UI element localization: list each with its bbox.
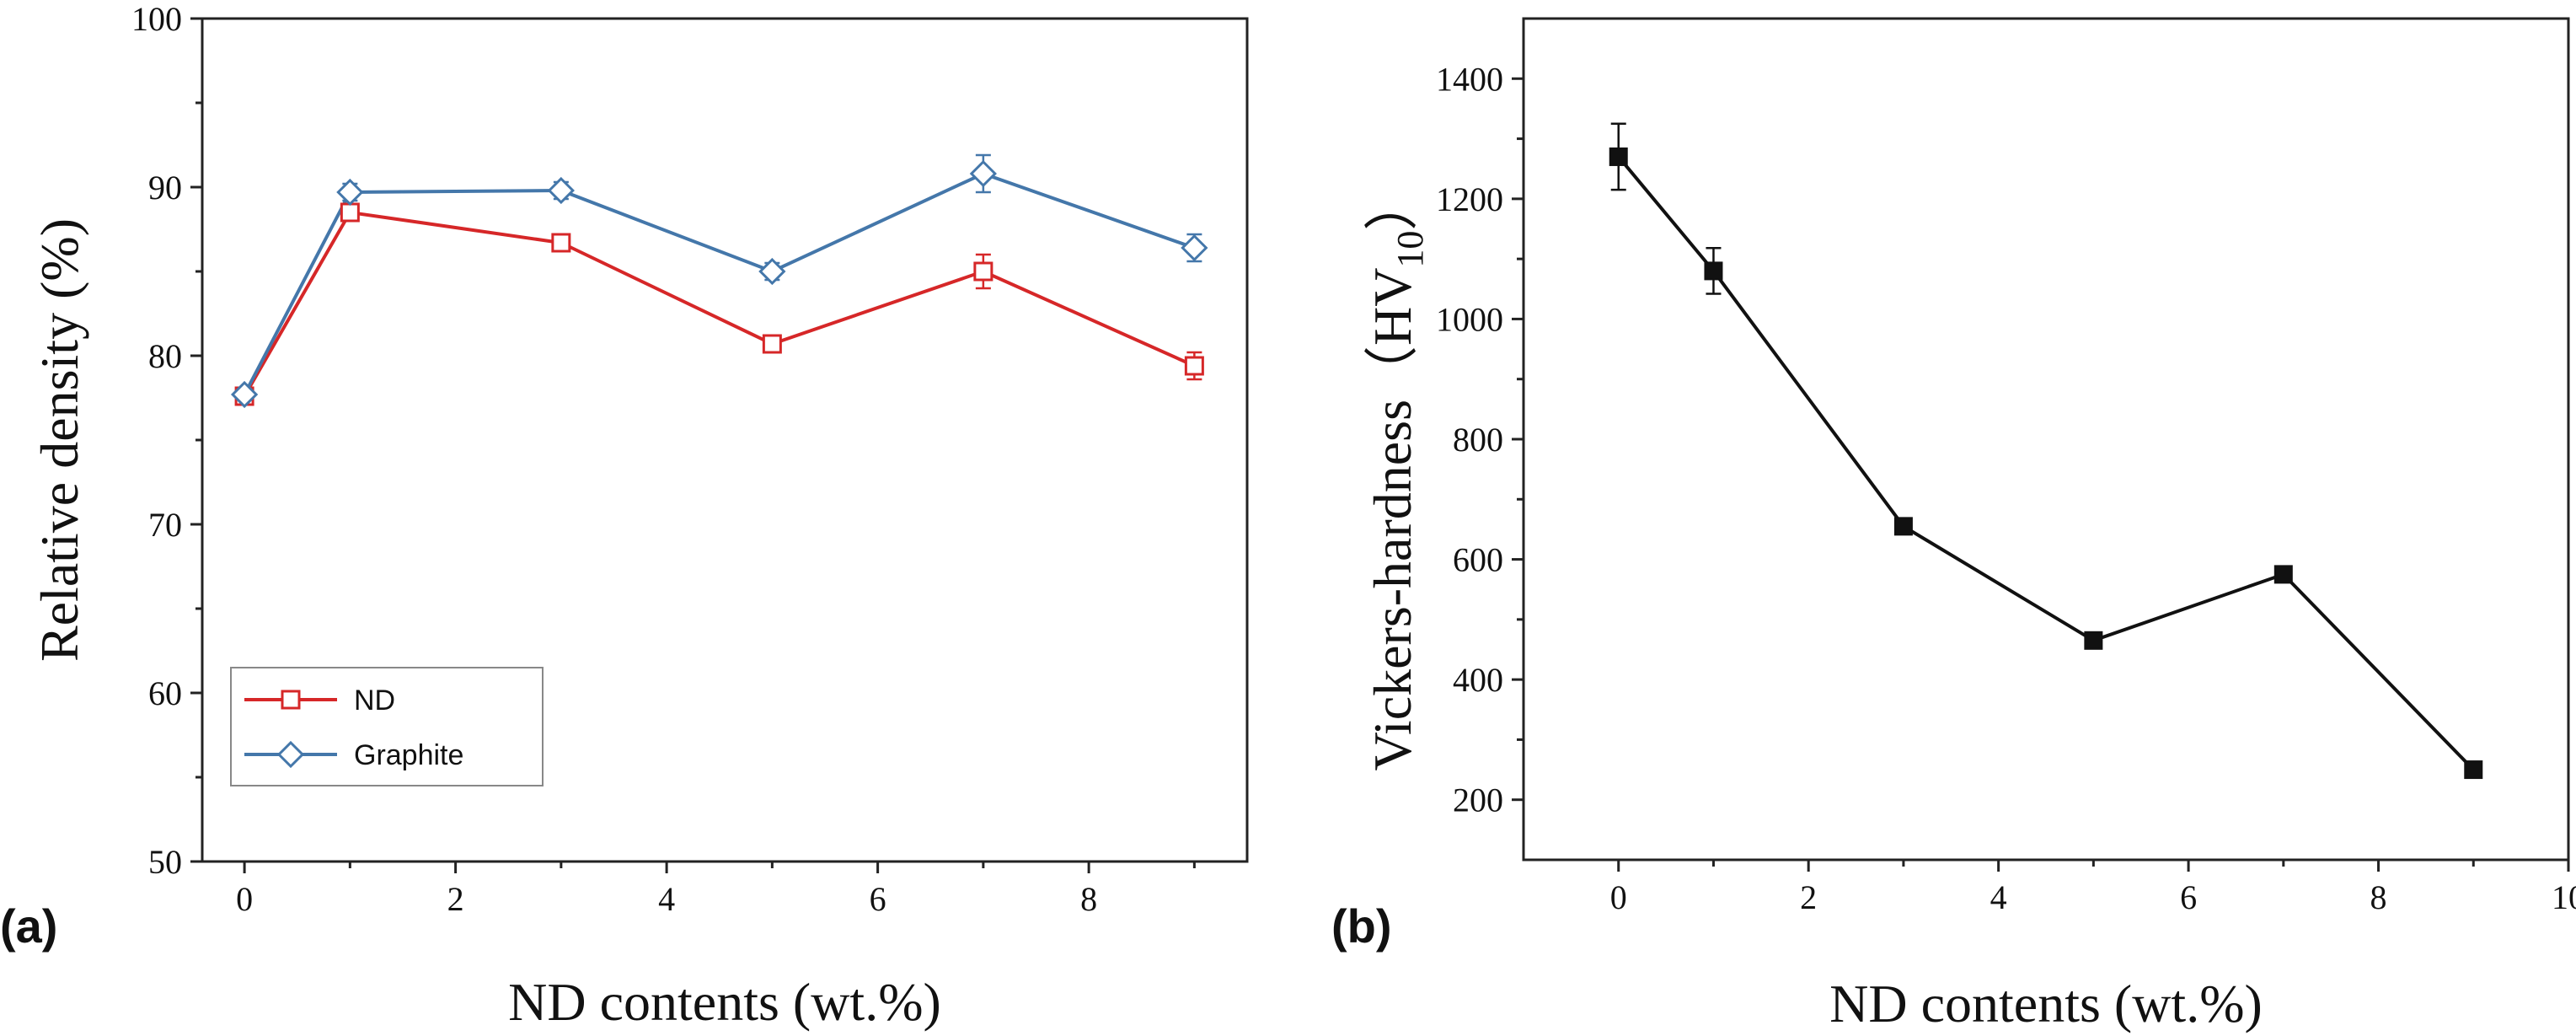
legend-label-nd: ND <box>354 684 395 717</box>
y-tick-label: 200 <box>1453 781 1503 819</box>
x-tick-label: 0 <box>1610 878 1627 916</box>
plot-frame-b <box>1522 17 2570 862</box>
legend-box <box>230 667 544 786</box>
y-tick-label: 90 <box>148 169 182 207</box>
data-point-vickers-hardness <box>2084 631 2103 650</box>
data-point-graphite <box>547 176 575 205</box>
y-tick-label: 80 <box>148 337 182 375</box>
x-axis-title-b: ND contents (wt.%) <box>1829 974 2263 1033</box>
x-tick-label: 2 <box>447 880 464 918</box>
y-tick-label: 400 <box>1453 661 1503 699</box>
y-axis-title-b: Vickers-hardness（HV10） <box>1363 177 1431 771</box>
data-point-graphite <box>230 380 259 409</box>
errorbars-b <box>1610 122 2482 776</box>
y-tick-label: 100 <box>131 0 182 38</box>
x-tick-label: 4 <box>658 880 675 918</box>
x-tick-label: 4 <box>1990 878 2007 916</box>
y-axis-title-b-sub: 10 <box>1390 231 1431 268</box>
data-point-nd <box>340 202 360 223</box>
x-tick-label: 6 <box>870 880 886 918</box>
series-line-vickers-hardness <box>1617 155 2475 771</box>
panel-a: 0 2 4 6 8 50 60 70 80 90 100 ND Graphite ND conten… <box>0 0 1249 1032</box>
markers-b <box>1609 147 2483 780</box>
x-tick-label: 8 <box>1080 880 1097 918</box>
y-tick-label: 600 <box>1453 541 1503 579</box>
y-axis-title-b-main: Vickers-hardness（HV <box>1363 268 1422 771</box>
y-tick-label: 800 <box>1453 421 1503 459</box>
y-axis-title-b-close: ） <box>1363 177 1422 231</box>
ticks-a: 0 2 4 6 8 50 60 70 80 90 100 <box>131 0 1196 918</box>
data-point-nd <box>1184 356 1204 376</box>
legend-label-graphite: Graphite <box>354 739 463 771</box>
data-point-graphite <box>1181 234 1208 262</box>
data-point-nd <box>762 334 782 354</box>
x-axis-title-a: ND contents (wt.%) <box>508 972 941 1032</box>
y-axis-title-a: Relative density (%) <box>29 218 89 662</box>
series-lines-b <box>1617 155 2475 771</box>
x-tick-label: 0 <box>236 880 253 918</box>
legend-a: ND Graphite <box>230 667 544 786</box>
legend-marker-graphite <box>276 740 305 769</box>
data-point-graphite <box>758 257 786 286</box>
x-tick-label: 10 <box>2552 878 2576 916</box>
data-point-nd <box>973 261 993 282</box>
x-tick-label: 6 <box>2180 878 2197 916</box>
panel-label-b: (b) <box>1331 899 1392 953</box>
y-tick-label: 70 <box>148 506 182 544</box>
data-point-vickers-hardness <box>2273 565 2293 584</box>
x-tick-label: 2 <box>1800 878 1817 916</box>
data-point-vickers-hardness <box>2464 760 2483 780</box>
y-tick-label: 50 <box>148 843 182 881</box>
ticks-b: 0 2 4 6 8 10 200 400 600 800 1000 1200 1400 <box>1436 60 2576 916</box>
data-point-graphite <box>336 178 364 207</box>
y-tick-label: 60 <box>148 674 182 712</box>
data-point-vickers-hardness <box>1893 517 1913 536</box>
data-point-graphite <box>969 159 997 188</box>
markers-a <box>230 159 1208 409</box>
data-point-vickers-hardness <box>1609 147 1628 166</box>
y-tick-label: 1000 <box>1436 300 1503 338</box>
series-line-graphite <box>243 171 1196 395</box>
x-tick-label: 8 <box>2370 878 2387 916</box>
data-point-nd <box>551 233 571 253</box>
y-tick-label: 1200 <box>1436 180 1503 218</box>
series-line-nd <box>243 210 1196 397</box>
data-point-vickers-hardness <box>1704 261 1723 281</box>
legend-marker-nd <box>281 690 301 710</box>
series-lines-a <box>243 171 1196 397</box>
y-tick-label: 1400 <box>1436 60 1503 98</box>
panel-b: 0 2 4 6 8 10 200 400 600 800 1000 1200 1400 ND conte… <box>1331 17 2576 1033</box>
panel-label-a: (a) <box>0 899 57 953</box>
